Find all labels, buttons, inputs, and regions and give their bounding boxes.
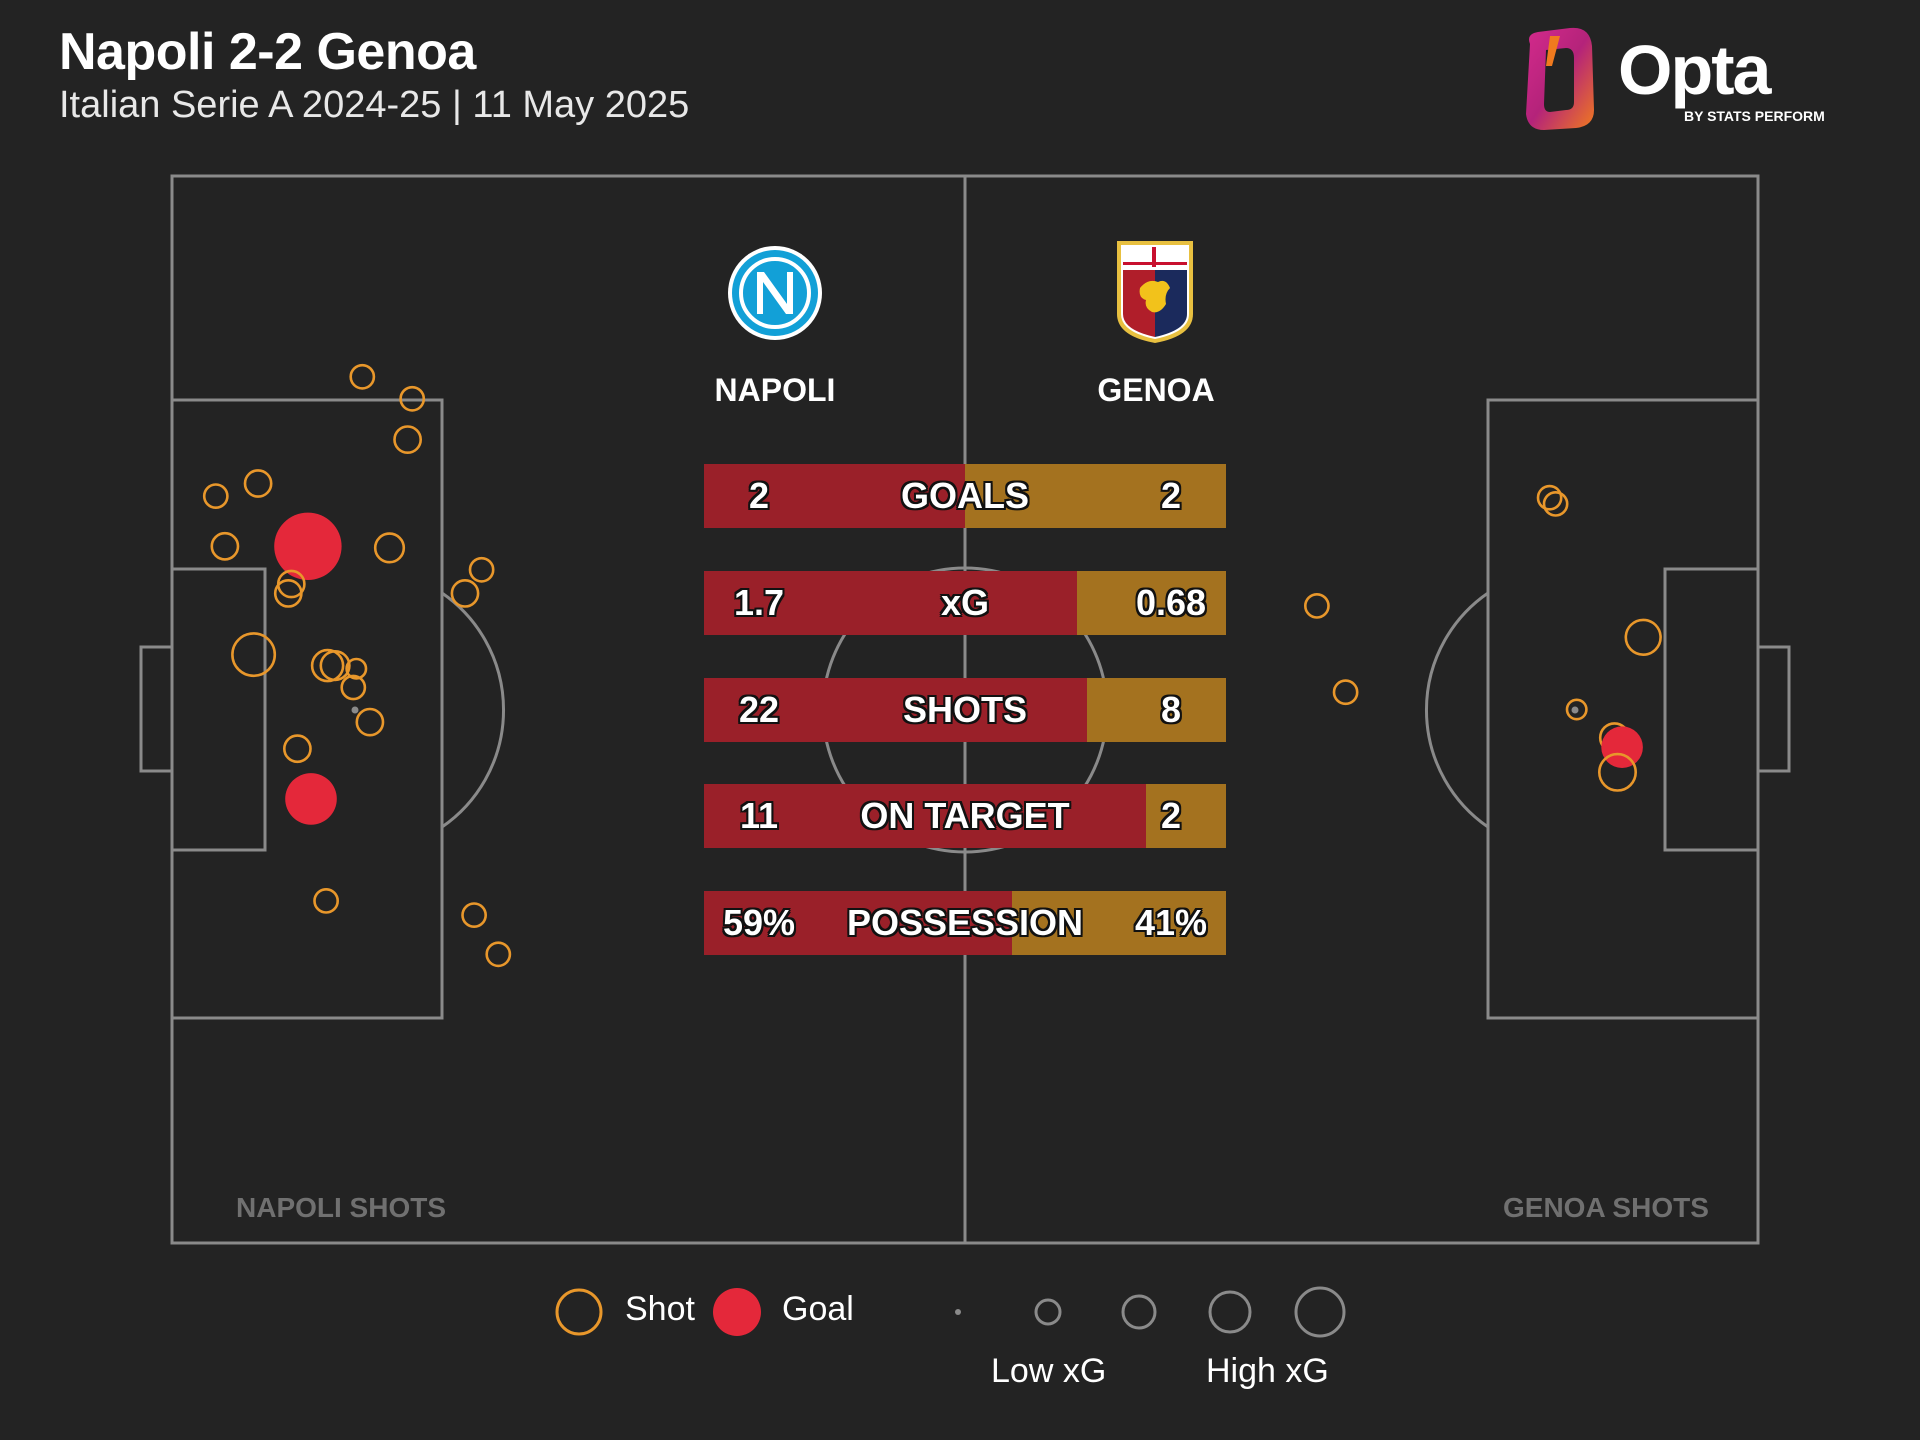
stat-home-value: 59% [722,902,796,943]
stat-label: POSSESSION [846,902,1084,943]
legend-high-xg-label: High xG [1206,1352,1329,1390]
stat-bar-away [965,464,1226,528]
stat-bar-away [1077,571,1226,635]
legend-size-marker-0 [955,1309,961,1315]
stat-bar-away [1146,784,1226,848]
opta-wordmark: Opta [1618,31,1771,109]
napoli-goal-marker-19 [285,773,337,825]
genoa-shot-marker-8 [1598,752,1638,792]
left-penalty-arc [441,591,506,829]
genoa-shot-marker-2 [1624,618,1662,656]
napoli-shot-marker-14 [319,649,351,682]
genoa-crest-icon [1117,241,1193,343]
legend-shot-marker [555,1288,603,1336]
genoa-shot-marker-0 [1536,484,1563,511]
stat-bar-away [1012,891,1226,955]
stat-home-value: 11 [739,795,779,836]
stat-row-shots: 22 SHOTS 8 [704,678,1226,742]
napoli-shot-marker-18 [282,734,312,764]
stat-label: ON TARGET [860,795,1070,836]
napoli-shot-marker-17 [355,707,385,737]
opta-logo: Opta BY STATS PERFORM [1508,26,1825,136]
right-penalty-box [1486,398,1760,1020]
opta-mark-icon [1526,27,1594,130]
napoli-shot-marker-2 [393,425,423,455]
stat-home-value: 22 [738,689,780,730]
stat-bar-home [704,678,1087,742]
legend-goal-label: Goal [782,1290,854,1328]
napoli-goal-marker-6 [274,512,342,580]
stat-label: xG [940,582,990,623]
genoa-goal-marker-7 [1601,726,1643,768]
napoli-shot-marker-3 [243,469,273,498]
napoli-shot-marker-20 [313,888,340,914]
right-penalty-arc [1424,591,1489,829]
legend-size-marker-2 [1121,1294,1157,1330]
stat-away-value: 41% [1134,902,1208,943]
left-goal [139,645,174,773]
home-team-name: NAPOLI [714,372,836,408]
napoli-shot-marker-21 [461,902,488,929]
home-shots-label: NAPOLI SHOTS [236,1192,447,1223]
napoli-shot-marker-11 [450,579,480,608]
chart-title: Napoli 2-2 Genoa [59,23,476,81]
napoli-shot-marker-22 [485,941,512,968]
left-penalty-box [170,398,444,1020]
stat-away-value: 2 [1160,475,1182,516]
stat-row-on-target: 11 ON TARGET 2 [704,784,1226,848]
genoa-shot-marker-5 [1565,698,1588,721]
left-six-yard-box [170,567,267,852]
chart-subtitle: Italian Serie A 2024-25 | 11 May 2025 [59,84,690,126]
right-penalty-spot [1571,706,1579,714]
napoli-shot-marker-1 [399,385,426,412]
legend-size-marker-3 [1208,1290,1252,1334]
legend-low-xg-label: Low xG [991,1352,1107,1390]
napoli-shot-marker-4 [202,483,229,510]
stat-bar-away [1087,678,1226,742]
napoli-shot-marker-5 [210,531,240,561]
legend-size-marker-4 [1294,1286,1346,1338]
napoli-shot-marker-12 [231,632,277,678]
napoli-shot-marker-7 [373,532,406,564]
stat-away-value: 2 [1160,795,1182,836]
stat-row-possession: 59% POSSESSION 41% [704,891,1226,955]
legend-shot-label: Shot [625,1290,695,1328]
stat-bar-home [704,571,1077,635]
stat-label: GOALS [900,475,1029,516]
left-penalty-spot [351,706,359,714]
away-team-name: GENOA [1097,372,1215,408]
genoa-shot-marker-3 [1304,593,1330,619]
napoli-shot-marker-15 [345,657,368,680]
stat-home-value: 1.7 [733,582,785,623]
opta-byline: BY STATS PERFORM [1684,108,1825,124]
right-goal [1756,645,1791,773]
napoli-shot-marker-10 [273,579,303,608]
right-six-yard-box [1663,567,1760,852]
away-shots-label: GENOA SHOTS [1503,1192,1709,1223]
genoa-shot-marker-1 [1542,490,1569,517]
legend-marks [555,1286,1346,1338]
stat-bar-home [704,784,1146,848]
stat-away-value: 8 [1160,689,1182,730]
stat-row-xg: 1.7 xG 0.68 [704,571,1226,635]
pitch-markings [139,174,1791,1245]
stat-away-value: 0.68 [1135,582,1207,623]
genoa-shot-marker-4 [1332,679,1359,706]
stat-label: SHOTS [902,689,1027,730]
napoli-shot-marker-16 [340,674,367,701]
napoli-shot-marker-8 [468,556,495,583]
napoli-crest-icon [728,246,822,340]
genoa-shots-layer [1304,484,1662,792]
napoli-shot-marker-13 [310,648,345,683]
legend-goal-marker [713,1288,761,1336]
napoli-shot-marker-0 [349,363,376,390]
stat-bar-home [704,891,1012,955]
stat-row-goals: 2 GOALS 2 [704,464,1226,528]
stat-home-value: 2 [748,475,770,516]
stat-bar-home [704,464,965,528]
legend-size-marker-1 [1034,1298,1062,1326]
napoli-shots-layer [202,363,512,968]
